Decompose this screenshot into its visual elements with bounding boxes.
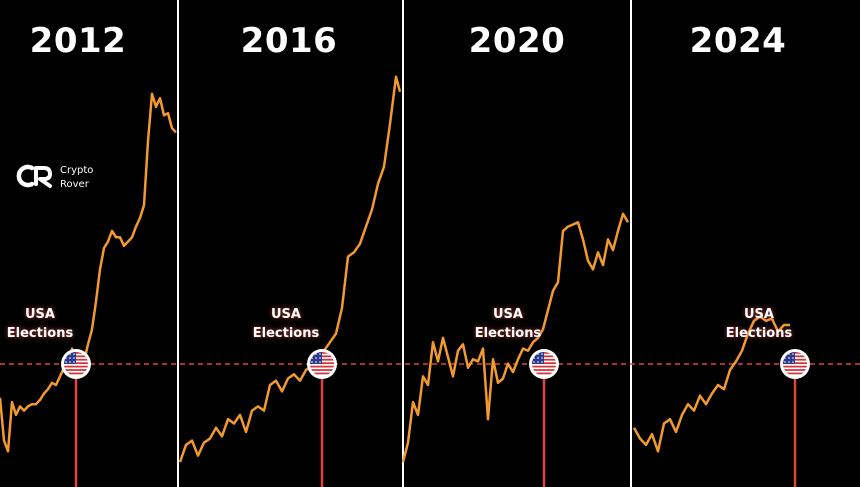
- panel-title-2012: 2012: [30, 21, 127, 61]
- crypto-rover-logo-mark: [16, 164, 52, 188]
- us-flag-icon: [529, 349, 559, 379]
- series-layer: [0, 75, 790, 463]
- us-flag-icon: [780, 349, 810, 379]
- election-label-line-2: Elections: [475, 326, 542, 341]
- election-label-line-2: Elections: [726, 326, 793, 341]
- price-line-2012: [0, 92, 177, 453]
- election-label-2024: USA Elections: [726, 307, 793, 341]
- election-label-2012: USA Elections: [7, 307, 74, 341]
- election-label-line-1: USA: [744, 307, 774, 322]
- panel-title-2016: 2016: [241, 21, 338, 61]
- price-line-2016: [178, 75, 402, 463]
- panel-title-2020: 2020: [469, 21, 566, 61]
- us-flag-icon: [61, 349, 91, 379]
- election-label-line-2: Elections: [7, 326, 74, 341]
- election-label-line-1: USA: [25, 307, 55, 322]
- election-label-line-1: USA: [271, 307, 301, 322]
- election-label-2020: USA Elections: [475, 307, 542, 341]
- election-label-line-1: USA: [493, 307, 523, 322]
- crypto-rover-logo: Crypto Rover: [16, 164, 93, 190]
- price-line-2024: [632, 315, 790, 453]
- brand-line-1: Crypto: [60, 165, 93, 176]
- election-label-line-2: Elections: [253, 326, 320, 341]
- event-layer: USA Elections USA Elections USA Elections USA E…: [7, 307, 810, 487]
- us-flag-icon: [307, 349, 337, 379]
- price-line-2020: [401, 212, 630, 463]
- election-label-2016: USA Elections: [253, 307, 320, 341]
- brand-line-2: Rover: [60, 179, 90, 190]
- panel-title-2024: 2024: [690, 21, 787, 61]
